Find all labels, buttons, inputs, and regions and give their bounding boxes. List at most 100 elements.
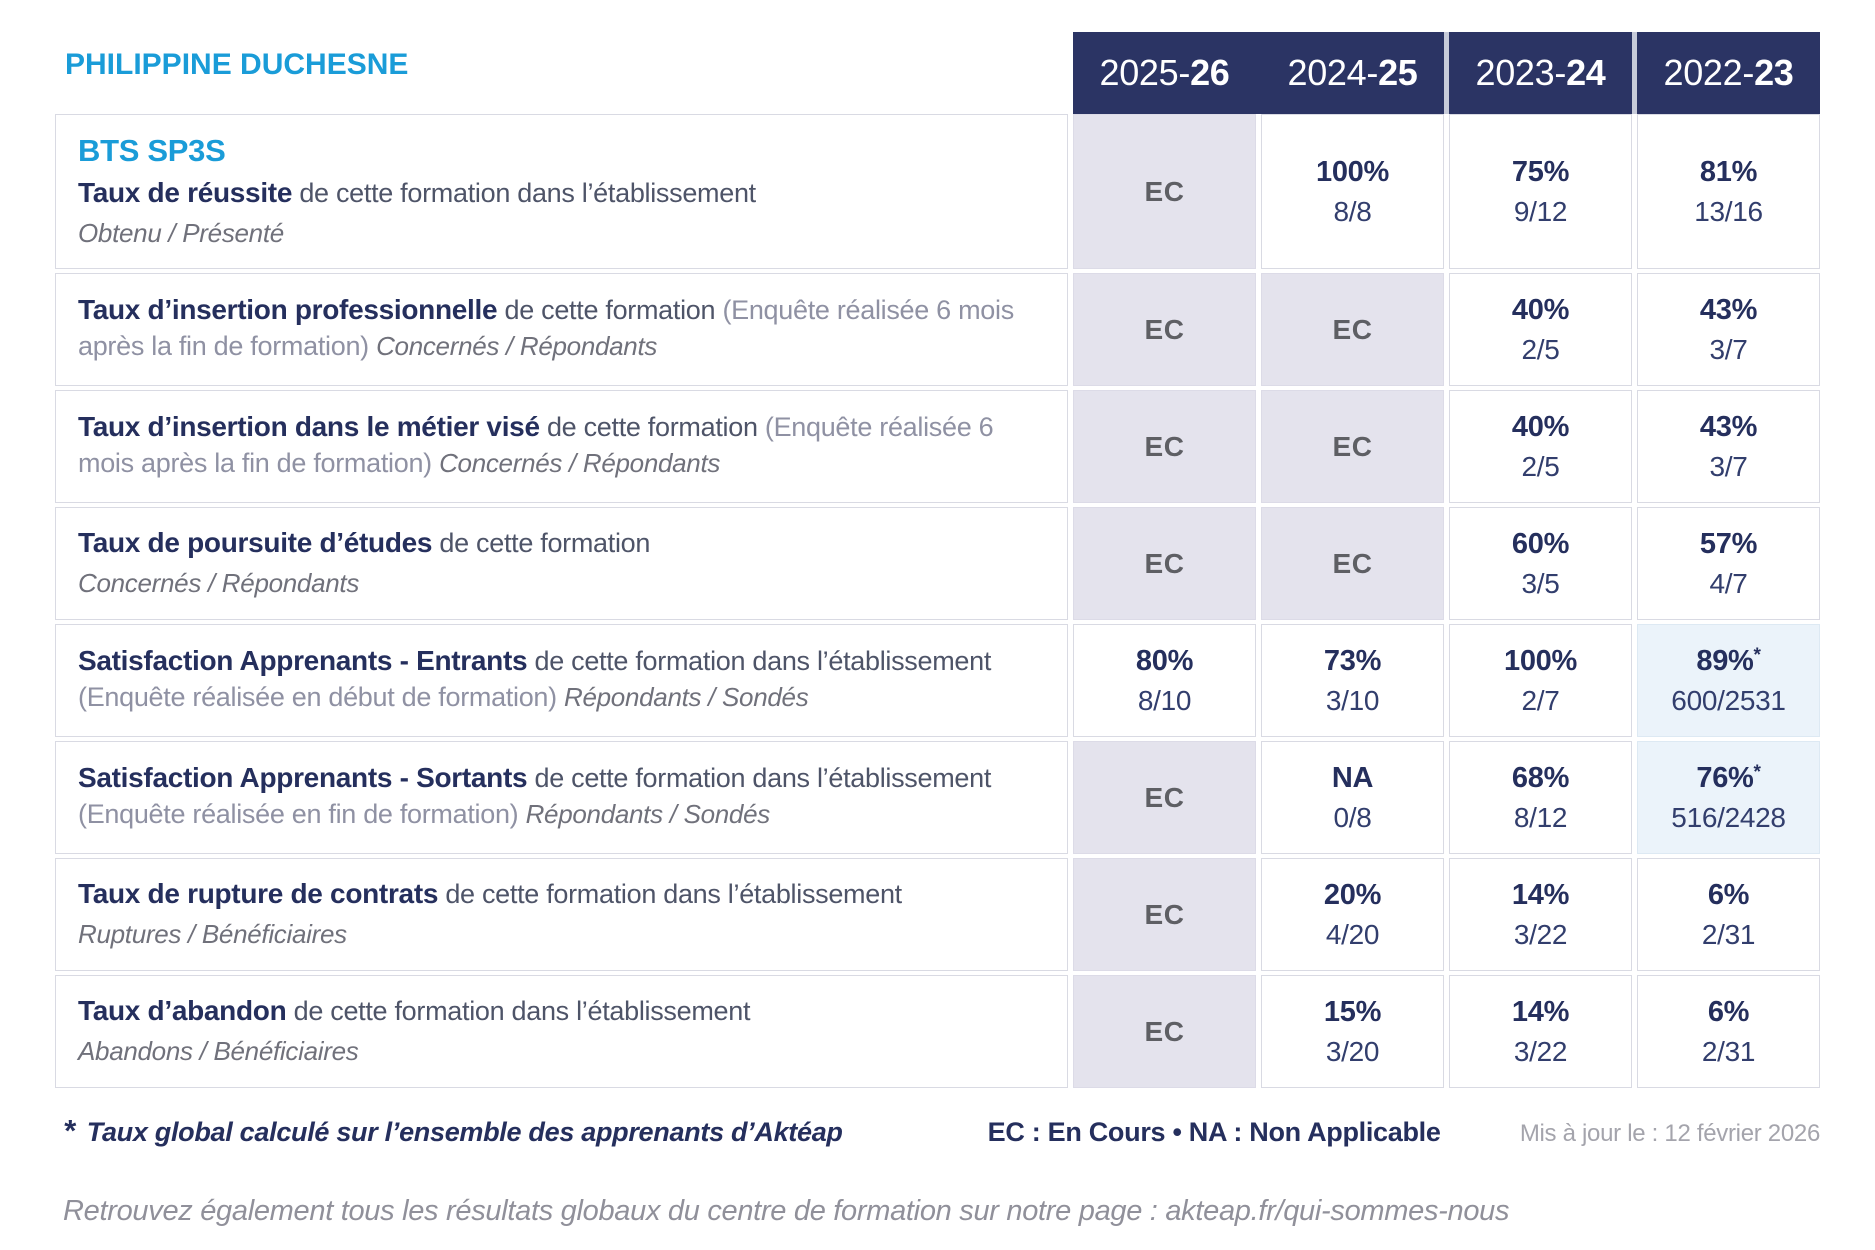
stats-table: BTS SP3S Taux de réussite de cette forma… xyxy=(55,114,1820,1088)
value-main: NA xyxy=(1331,761,1374,794)
metric-label: Taux de rupture de contrats de cette for… xyxy=(78,876,1039,951)
metric-label: Taux d’insertion professionnelle de cett… xyxy=(78,292,1039,365)
year-column-2025-26: 2025- 26 xyxy=(1073,32,1256,114)
updated-date: Mis à jour le : 12 février 2026 xyxy=(1519,1120,1820,1147)
value-fraction: 3/7 xyxy=(1709,450,1748,482)
value-main: 14% xyxy=(1511,878,1570,911)
row-label-rupture-contrats: Taux de rupture de contrats de cette for… xyxy=(55,858,1068,971)
legend-abbreviations: EC : En Cours • NA : Non Applicable xyxy=(987,1117,1441,1147)
value-cell: 15% 3/20 xyxy=(1261,975,1444,1088)
value-main: 43% xyxy=(1699,293,1758,326)
value-main: 57% xyxy=(1699,527,1758,560)
year-column-2023-24: 2023- 24 xyxy=(1449,32,1632,114)
value-fraction: 3/10 xyxy=(1325,684,1380,716)
value-main: EC xyxy=(1332,547,1373,579)
value-cell: 100% 8/8 xyxy=(1261,114,1444,269)
value-cell: 40% 2/5 xyxy=(1449,390,1632,503)
value-cell: 100% 2/7 xyxy=(1449,624,1632,737)
value-cell: EC xyxy=(1073,975,1256,1088)
value-fraction: 4/20 xyxy=(1325,918,1380,950)
metric-note: (Enquête réalisée en fin de formation) xyxy=(78,799,519,830)
year-bold: 23 xyxy=(1754,52,1794,93)
metric-label: Satisfaction Apprenants - Sortants de ce… xyxy=(78,760,1039,833)
value-fraction: 4/7 xyxy=(1709,567,1748,599)
row-label-poursuite-etudes: Taux de poursuite d’études de cette form… xyxy=(55,507,1068,620)
metric-sub: Répondants / Sondés xyxy=(525,799,771,830)
value-fraction: 0/8 xyxy=(1333,801,1372,833)
value-fraction: 3/22 xyxy=(1513,1035,1568,1067)
value-cell: EC xyxy=(1261,507,1444,620)
asterisk: * xyxy=(1753,644,1761,666)
value-main: 40% xyxy=(1511,410,1570,443)
value-main: EC xyxy=(1332,313,1373,345)
metric-desc: de cette formation dans l’établissement xyxy=(299,177,756,208)
row-label-satisfaction-sortants: Satisfaction Apprenants - Sortants de ce… xyxy=(55,741,1068,854)
value-fraction: 13/16 xyxy=(1694,195,1763,227)
metric-label: Satisfaction Apprenants - Entrants de ce… xyxy=(78,643,1039,716)
value-fraction: 2/5 xyxy=(1521,450,1560,482)
value-main: 73% xyxy=(1323,644,1382,677)
value-main: 20% xyxy=(1323,878,1382,911)
year-prefix: 2022- xyxy=(1663,52,1755,93)
value-cell: 6% 2/31 xyxy=(1637,858,1820,971)
metric-title: Taux de rupture de contrats xyxy=(78,877,439,909)
top-bar: PHILIPPINE DUCHESNE 2025- 26 2024- 25 2023… xyxy=(55,0,1820,114)
value-main: 15% xyxy=(1323,995,1382,1028)
metric-sub: Abandons / Bénéficiaires xyxy=(78,1035,359,1066)
value-cell: 76%* 516/2428 xyxy=(1637,741,1820,854)
value-cell: 81% 13/16 xyxy=(1637,114,1820,269)
value-main: 68% xyxy=(1511,761,1570,794)
value-fraction: 516/2428 xyxy=(1671,801,1786,833)
year-prefix: 2023- xyxy=(1475,52,1567,93)
metric-sub: Concernés / Répondants xyxy=(78,567,360,598)
program-name: BTS SP3S xyxy=(78,132,226,168)
value-cell: 14% 3/22 xyxy=(1449,858,1632,971)
value-fraction: 3/20 xyxy=(1325,1035,1380,1067)
value-main: 6% xyxy=(1707,878,1750,911)
value-main: EC xyxy=(1144,781,1185,813)
bottom-note: Retrouvez également tous les résultats g… xyxy=(63,1195,1510,1227)
metric-desc: de cette formation dans l’établissement xyxy=(534,646,992,677)
metric-note: (Enquête réalisée 6 mois après la fin de… xyxy=(78,295,1014,362)
row-label-insertion-metier-vise: Taux d’insertion dans le métier visé de … xyxy=(55,390,1068,503)
value-fraction: 8/8 xyxy=(1333,195,1372,227)
value-cell: 60% 3/5 xyxy=(1449,507,1632,620)
value-main: EC xyxy=(1144,430,1185,462)
value-main: 100% xyxy=(1504,644,1577,677)
value-main: 100% xyxy=(1316,155,1389,188)
value-main: EC xyxy=(1144,313,1185,345)
value-cell: 43% 3/7 xyxy=(1637,273,1820,386)
metric-title: Satisfaction Apprenants - Entrants xyxy=(78,645,528,677)
value-main: 75% xyxy=(1511,155,1570,188)
value-fraction: 8/12 xyxy=(1513,801,1568,833)
metric-sub: Répondants / Sondés xyxy=(564,682,809,713)
value-cell: EC xyxy=(1261,390,1444,503)
metric-sub: Concernés / Répondants xyxy=(439,448,721,479)
metric-desc: de cette formation xyxy=(546,412,758,443)
value-cell: 6% 2/31 xyxy=(1637,975,1820,1088)
metric-desc: de cette formation dans l’établissement xyxy=(534,763,992,794)
value-fraction: 600/2531 xyxy=(1671,684,1786,716)
value-cell: NA 0/8 xyxy=(1261,741,1444,854)
value-fraction: 2/31 xyxy=(1701,1035,1756,1067)
year-column-2022-23: 2022- 23 xyxy=(1637,32,1820,114)
metric-title: Taux d’abandon xyxy=(78,994,287,1026)
value-cell: 89%* 600/2531 xyxy=(1637,624,1820,737)
value-main: 81% xyxy=(1699,155,1758,188)
value-cell: EC xyxy=(1073,858,1256,971)
value-cell: 80% 8/10 xyxy=(1073,624,1256,737)
value-main: 89%* xyxy=(1696,644,1761,677)
value-cell: EC xyxy=(1261,273,1444,386)
metric-title: Taux de poursuite d’études xyxy=(78,526,433,558)
value-main: EC xyxy=(1144,547,1185,579)
value-fraction: 3/5 xyxy=(1521,567,1560,599)
metric-title: Taux de réussite xyxy=(78,176,293,208)
metric-label: Taux d’abandon de cette formation dans l… xyxy=(78,993,1039,1068)
asterisk: * xyxy=(1753,761,1761,783)
value-cell: 43% 3/7 xyxy=(1637,390,1820,503)
value-main: 76%* xyxy=(1696,761,1761,794)
legend-row: * Taux global calculé sur l’ensemble des… xyxy=(55,1113,1820,1149)
value-main: 43% xyxy=(1699,410,1758,443)
value-fraction: 8/10 xyxy=(1137,684,1192,716)
